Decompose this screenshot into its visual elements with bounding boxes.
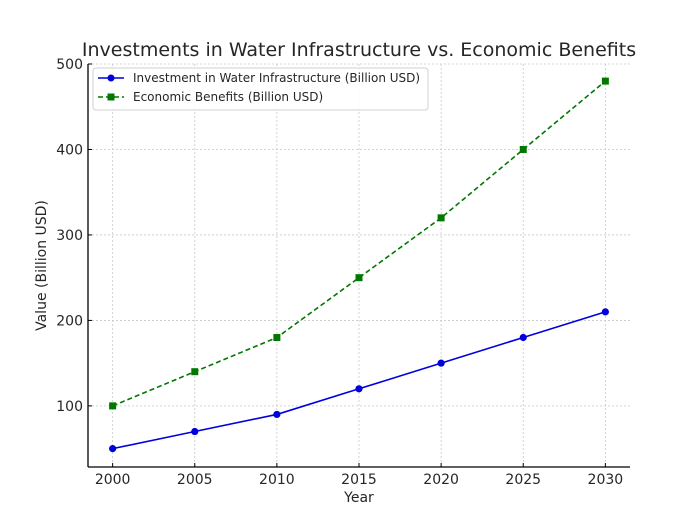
- legend-frame: [92, 67, 429, 111]
- legend-label-benefits: Economic Benefits (Billion USD): [133, 90, 323, 104]
- grid: [88, 63, 630, 467]
- data-point: [109, 402, 117, 410]
- data-point: [437, 214, 445, 222]
- series-layer: [109, 77, 609, 453]
- data-point: [437, 359, 445, 367]
- ticks: 2000 2005 2010 2015 2020 2025 2030 100 200 300 400…: [56, 57, 623, 488]
- data-point: [273, 334, 281, 342]
- data-point: [355, 274, 363, 282]
- x-tick-label: 2010: [259, 472, 295, 488]
- x-tick-label: 2005: [177, 472, 213, 488]
- x-tick-label: 2015: [341, 472, 377, 488]
- y-tick-label: 200: [56, 313, 83, 329]
- x-tick-label: 2025: [505, 472, 541, 488]
- chart-title: Investments in Water Infrastructure vs. …: [82, 39, 636, 61]
- data-point: [109, 445, 117, 453]
- x-tick-label: 2020: [423, 472, 459, 488]
- data-point: [273, 410, 281, 419]
- x-tick-label: 2030: [588, 472, 624, 488]
- data-point: [355, 385, 363, 393]
- legend-item-benefits: Economic Benefits (Billion USD): [98, 90, 323, 104]
- data-point: [191, 427, 199, 436]
- series-investment: [109, 308, 609, 453]
- y-tick-label: 100: [56, 399, 83, 415]
- legend-marker-benefits: [107, 93, 115, 101]
- data-point: [601, 77, 609, 85]
- x-axis-label: Year: [343, 490, 374, 506]
- y-tick-label: 400: [56, 142, 83, 158]
- legend-marker-investment: [107, 74, 115, 82]
- legend-label-investment: Investment in Water Infrastructure (Bill…: [133, 71, 420, 85]
- data-point: [191, 368, 199, 376]
- legend: Investment in Water Infrastructure (Bill…: [92, 67, 429, 111]
- x-tick-label: 2000: [95, 472, 131, 488]
- series-benefits: [109, 77, 609, 410]
- y-axis-label: Value (Billion USD): [34, 200, 50, 331]
- y-tick-label: 500: [56, 57, 83, 73]
- legend-item-investment: Investment in Water Infrastructure (Bill…: [98, 71, 420, 85]
- data-point: [519, 145, 527, 153]
- y-tick-label: 300: [56, 228, 83, 244]
- data-point: [519, 333, 527, 342]
- data-point: [601, 308, 609, 316]
